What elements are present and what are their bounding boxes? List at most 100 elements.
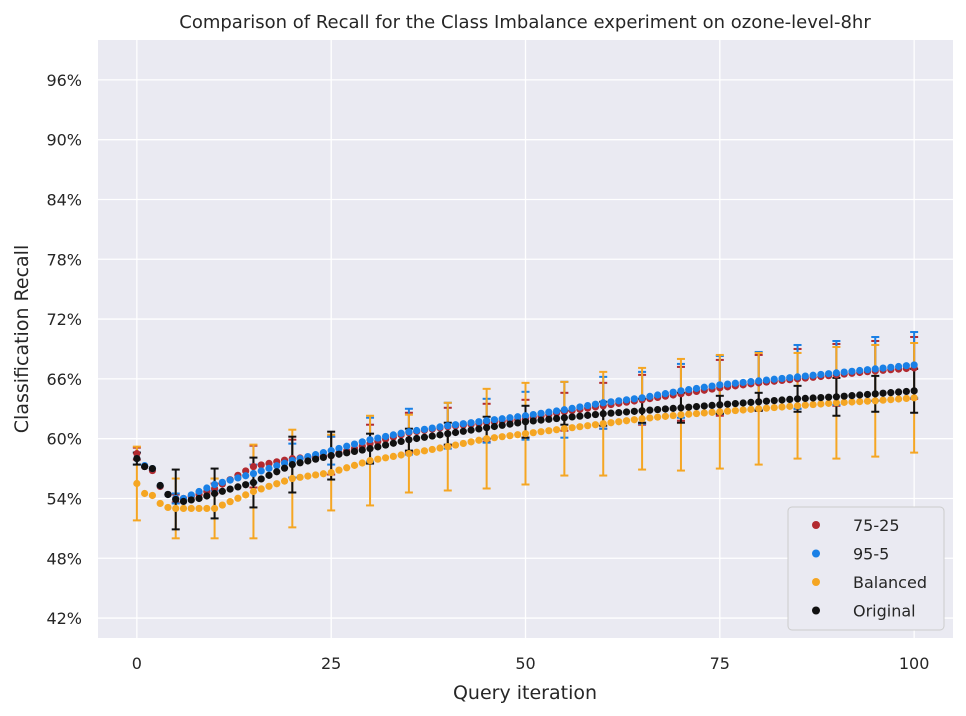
point-balanced <box>413 448 421 456</box>
point-95-5 <box>203 484 211 492</box>
point-95-5 <box>731 379 739 387</box>
point-balanced <box>374 455 382 463</box>
point-original <box>218 487 226 495</box>
point-original <box>428 432 436 440</box>
point-balanced <box>568 424 576 432</box>
point-original <box>755 398 763 406</box>
point-95-5 <box>397 429 405 437</box>
point-95-5 <box>576 403 584 411</box>
point-original <box>537 416 545 424</box>
point-balanced <box>716 408 724 416</box>
point-original <box>203 492 211 500</box>
point-95-5 <box>234 474 242 482</box>
point-original <box>622 408 631 416</box>
point-balanced <box>778 403 786 411</box>
legend-label-75-25: 75-25 <box>853 516 900 535</box>
point-95-5 <box>638 394 646 402</box>
point-balanced <box>483 435 491 443</box>
point-balanced <box>203 504 211 513</box>
point-95-5 <box>218 478 226 486</box>
point-original <box>568 413 576 421</box>
point-95-5 <box>622 396 631 404</box>
point-original <box>444 430 452 438</box>
point-95-5 <box>226 476 234 484</box>
point-95-5 <box>871 365 879 373</box>
point-original <box>685 403 693 411</box>
point-balanced <box>273 480 281 488</box>
point-balanced <box>226 498 234 506</box>
point-original <box>335 450 343 458</box>
point-95-5 <box>335 444 343 453</box>
point-95-5 <box>747 378 755 386</box>
point-original <box>584 411 592 419</box>
point-balanced <box>490 434 499 442</box>
point-95-5 <box>374 434 382 442</box>
point-balanced <box>887 395 895 404</box>
point-balanced <box>397 451 405 459</box>
point-95-5 <box>327 447 335 455</box>
point-original <box>234 483 242 491</box>
point-95-5 <box>778 374 786 383</box>
point-95-5 <box>599 399 607 407</box>
point-balanced <box>514 431 522 439</box>
point-balanced <box>723 407 732 415</box>
point-75-25 <box>133 450 141 458</box>
point-original <box>615 408 623 417</box>
point-95-5 <box>420 425 429 433</box>
point-original <box>848 392 856 400</box>
point-balanced <box>296 473 304 481</box>
point-balanced <box>762 404 771 412</box>
point-balanced <box>242 491 250 499</box>
legend-marker-75-25 <box>812 521 820 529</box>
point-95-5 <box>591 400 600 408</box>
point-balanced <box>677 411 685 419</box>
point-original <box>576 412 584 420</box>
point-95-5 <box>700 383 708 391</box>
point-original <box>280 464 289 472</box>
point-balanced <box>521 430 530 438</box>
point-95-5 <box>708 382 716 390</box>
point-balanced <box>234 494 242 502</box>
point-95-5 <box>630 395 638 403</box>
point-balanced <box>265 482 273 490</box>
point-original <box>832 393 841 401</box>
point-balanced <box>459 439 467 448</box>
point-original <box>304 457 312 465</box>
point-95-5 <box>451 421 460 429</box>
point-original <box>607 409 615 417</box>
point-balanced <box>133 479 141 488</box>
point-original <box>731 399 739 408</box>
point-original <box>374 443 382 451</box>
point-balanced <box>615 418 623 426</box>
point-balanced <box>576 423 584 431</box>
point-balanced <box>389 452 397 461</box>
legend-marker-95-5 <box>812 549 820 558</box>
point-95-5 <box>770 375 778 383</box>
point-balanced <box>172 504 180 513</box>
point-95-5 <box>506 414 514 422</box>
point-95-5 <box>692 384 701 393</box>
point-original <box>350 447 359 456</box>
point-original <box>164 490 172 499</box>
point-original <box>809 394 817 402</box>
point-original <box>257 475 265 483</box>
point-95-5 <box>894 362 903 371</box>
point-95-5 <box>514 413 522 421</box>
point-original <box>825 393 833 401</box>
point-95-5 <box>560 406 568 414</box>
point-original <box>677 404 685 412</box>
point-balanced <box>910 394 918 402</box>
point-original <box>242 481 250 489</box>
point-95-5 <box>910 361 918 369</box>
point-original <box>747 398 755 406</box>
point-95-5 <box>280 459 289 467</box>
point-original <box>552 414 561 423</box>
point-original <box>343 449 351 457</box>
point-95-5 <box>902 362 910 370</box>
point-original <box>654 405 662 414</box>
point-original <box>381 441 390 449</box>
point-original <box>265 471 273 479</box>
point-95-5 <box>436 423 444 431</box>
point-95-5 <box>257 467 265 475</box>
point-95-5 <box>366 436 374 444</box>
